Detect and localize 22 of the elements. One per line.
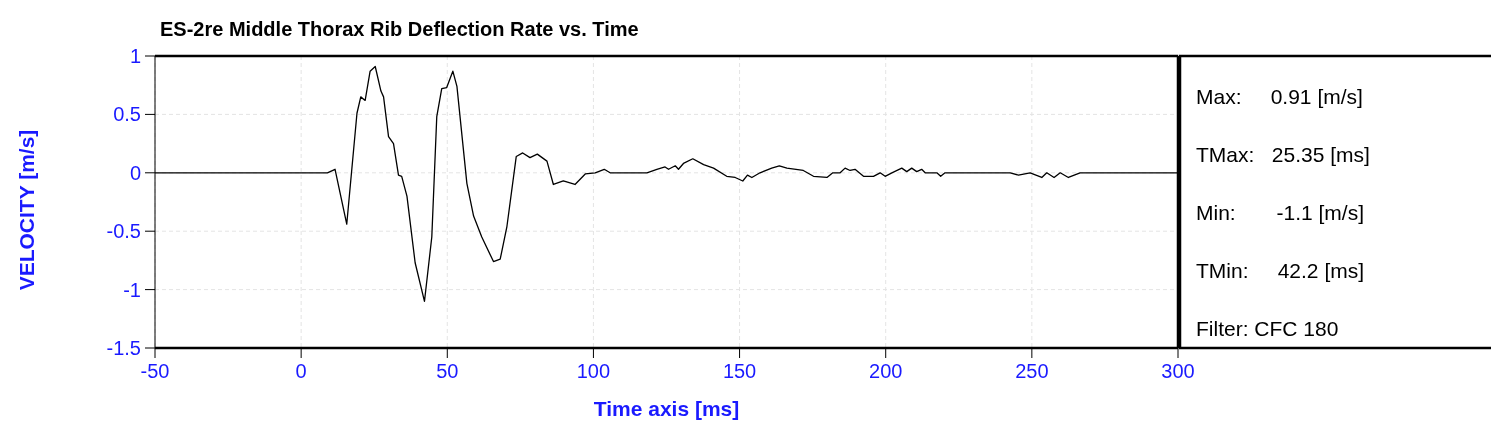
y-tick-label: -1.5 — [106, 337, 141, 359]
x-tick-label: -50 — [140, 360, 170, 382]
text: Min: -1.1 [m/s] — [1196, 201, 1365, 224]
text: TMin: 42.2 [ms] — [1196, 259, 1365, 282]
x-tick-label: 100 — [576, 360, 611, 382]
text: Filter: CFC 180 — [1196, 317, 1339, 340]
x-tick-label: 200 — [869, 360, 903, 382]
text: TMax: 25.35 [ms] — [1196, 143, 1370, 166]
chart-title: ES-2re Middle Thorax Rib Deflection Rate vs. Time — [160, 18, 639, 40]
x-tick-label: 300 — [1161, 360, 1195, 382]
y-tick-label: 1 — [129, 45, 141, 67]
x-tick-label: 0 — [295, 360, 307, 382]
x-axis-title: Time axis [ms] — [593, 397, 740, 420]
x-tick-label: 150 — [722, 360, 757, 382]
y-tick-label: -0.5 — [106, 220, 141, 243]
text: Max: 0.91 [m/s] — [1196, 85, 1363, 108]
y-tick-label: -1 — [123, 278, 141, 301]
y-tick-label: 0 — [129, 161, 141, 184]
x-tick-label: 50 — [436, 360, 459, 382]
y-axis-title: VELOCITY [m/s] — [15, 129, 38, 291]
y-tick-label: 0.5 — [113, 103, 141, 126]
x-tick-label: 250 — [1015, 360, 1049, 382]
